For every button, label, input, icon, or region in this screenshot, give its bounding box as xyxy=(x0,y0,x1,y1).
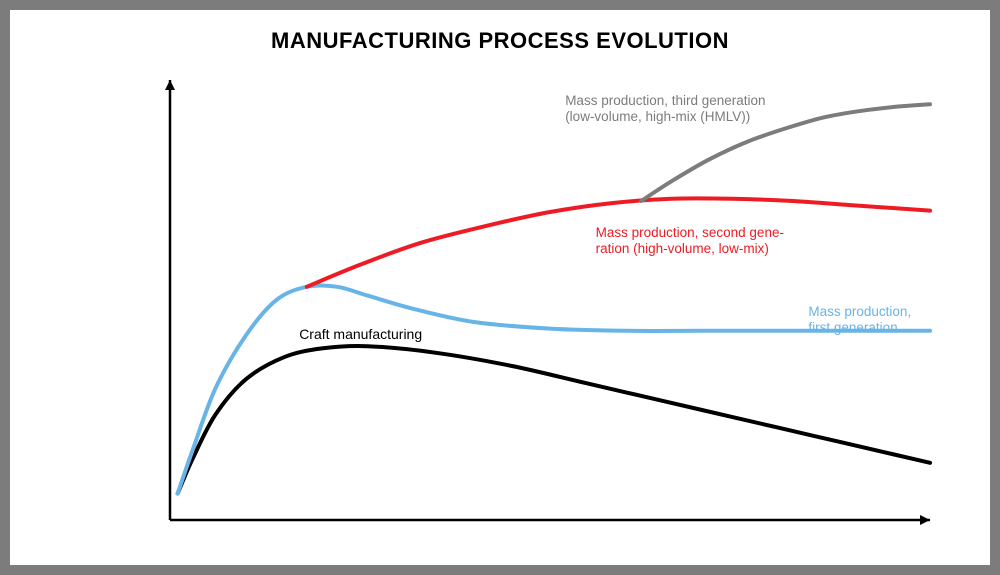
label-craft: Craft manufacturing xyxy=(299,326,422,342)
chart-frame: MANUFACTURING PROCESS EVOLUTION Craft ma… xyxy=(0,0,1000,575)
chart-svg xyxy=(170,80,930,520)
label-mass-gen2: Mass production, second gene- ration (hi… xyxy=(596,225,784,256)
series-craft xyxy=(178,346,930,494)
label-mass-gen1: Mass production, first generation xyxy=(808,304,911,335)
chart-title: MANUFACTURING PROCESS EVOLUTION xyxy=(10,28,990,54)
label-mass-gen3: Mass production, third generation (low-v… xyxy=(565,93,765,124)
plot-area: Craft manufacturing Mass production, fir… xyxy=(170,80,930,520)
